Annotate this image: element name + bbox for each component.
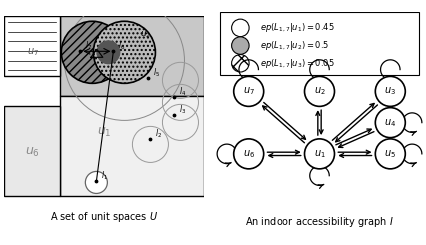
Circle shape — [305, 76, 334, 106]
Text: An indoor accessibility graph $I$: An indoor accessibility graph $I$ — [245, 215, 394, 229]
Text: $l_6$: $l_6$ — [118, 39, 126, 52]
Text: $u_6$: $u_6$ — [25, 146, 40, 159]
Text: $l_1$: $l_1$ — [101, 170, 108, 182]
Text: $l_2$: $l_2$ — [155, 127, 162, 140]
Circle shape — [305, 139, 334, 169]
Text: $l_4$: $l_4$ — [179, 85, 187, 98]
Text: $ep(L_{1,7}|u_2) = 0.5$: $ep(L_{1,7}|u_2) = 0.5$ — [260, 39, 329, 52]
Text: $u_4$: $u_4$ — [384, 117, 396, 129]
Circle shape — [232, 37, 249, 54]
Circle shape — [232, 19, 249, 37]
Text: $ep(L_{1,7}|u_3) = 0.05$: $ep(L_{1,7}|u_3) = 0.05$ — [260, 57, 335, 70]
Circle shape — [234, 76, 264, 106]
Text: $u_2$: $u_2$ — [314, 86, 325, 97]
Circle shape — [375, 76, 405, 106]
Circle shape — [85, 172, 107, 194]
Bar — [4, 106, 60, 196]
Text: $u_5$: $u_5$ — [384, 148, 396, 160]
Circle shape — [232, 55, 249, 72]
Text: $u_6$: $u_6$ — [243, 148, 255, 160]
Bar — [4, 16, 60, 76]
Circle shape — [61, 21, 124, 83]
Text: $l_7$: $l_7$ — [85, 39, 92, 52]
Text: $u_1$: $u_1$ — [314, 148, 325, 160]
Text: $u_3$: $u_3$ — [384, 86, 396, 97]
Text: A set of unit spaces $U$: A set of unit spaces $U$ — [50, 210, 158, 224]
Text: $u_7$: $u_7$ — [27, 46, 39, 58]
Text: $u_1$: $u_1$ — [97, 126, 112, 139]
Circle shape — [93, 21, 155, 83]
Bar — [219, 12, 420, 75]
Bar — [60, 16, 204, 96]
Circle shape — [375, 139, 405, 169]
Bar — [60, 96, 204, 196]
Text: $l_5$: $l_5$ — [153, 66, 161, 79]
Circle shape — [96, 40, 121, 64]
Circle shape — [375, 108, 405, 138]
Text: $u_2$: $u_2$ — [141, 29, 152, 40]
Text: $ep(L_{1,7}|u_1) = 0.45$: $ep(L_{1,7}|u_1) = 0.45$ — [260, 22, 335, 34]
Circle shape — [234, 139, 264, 169]
Text: $u_7$: $u_7$ — [243, 86, 255, 97]
Text: $l_3$: $l_3$ — [179, 103, 187, 116]
